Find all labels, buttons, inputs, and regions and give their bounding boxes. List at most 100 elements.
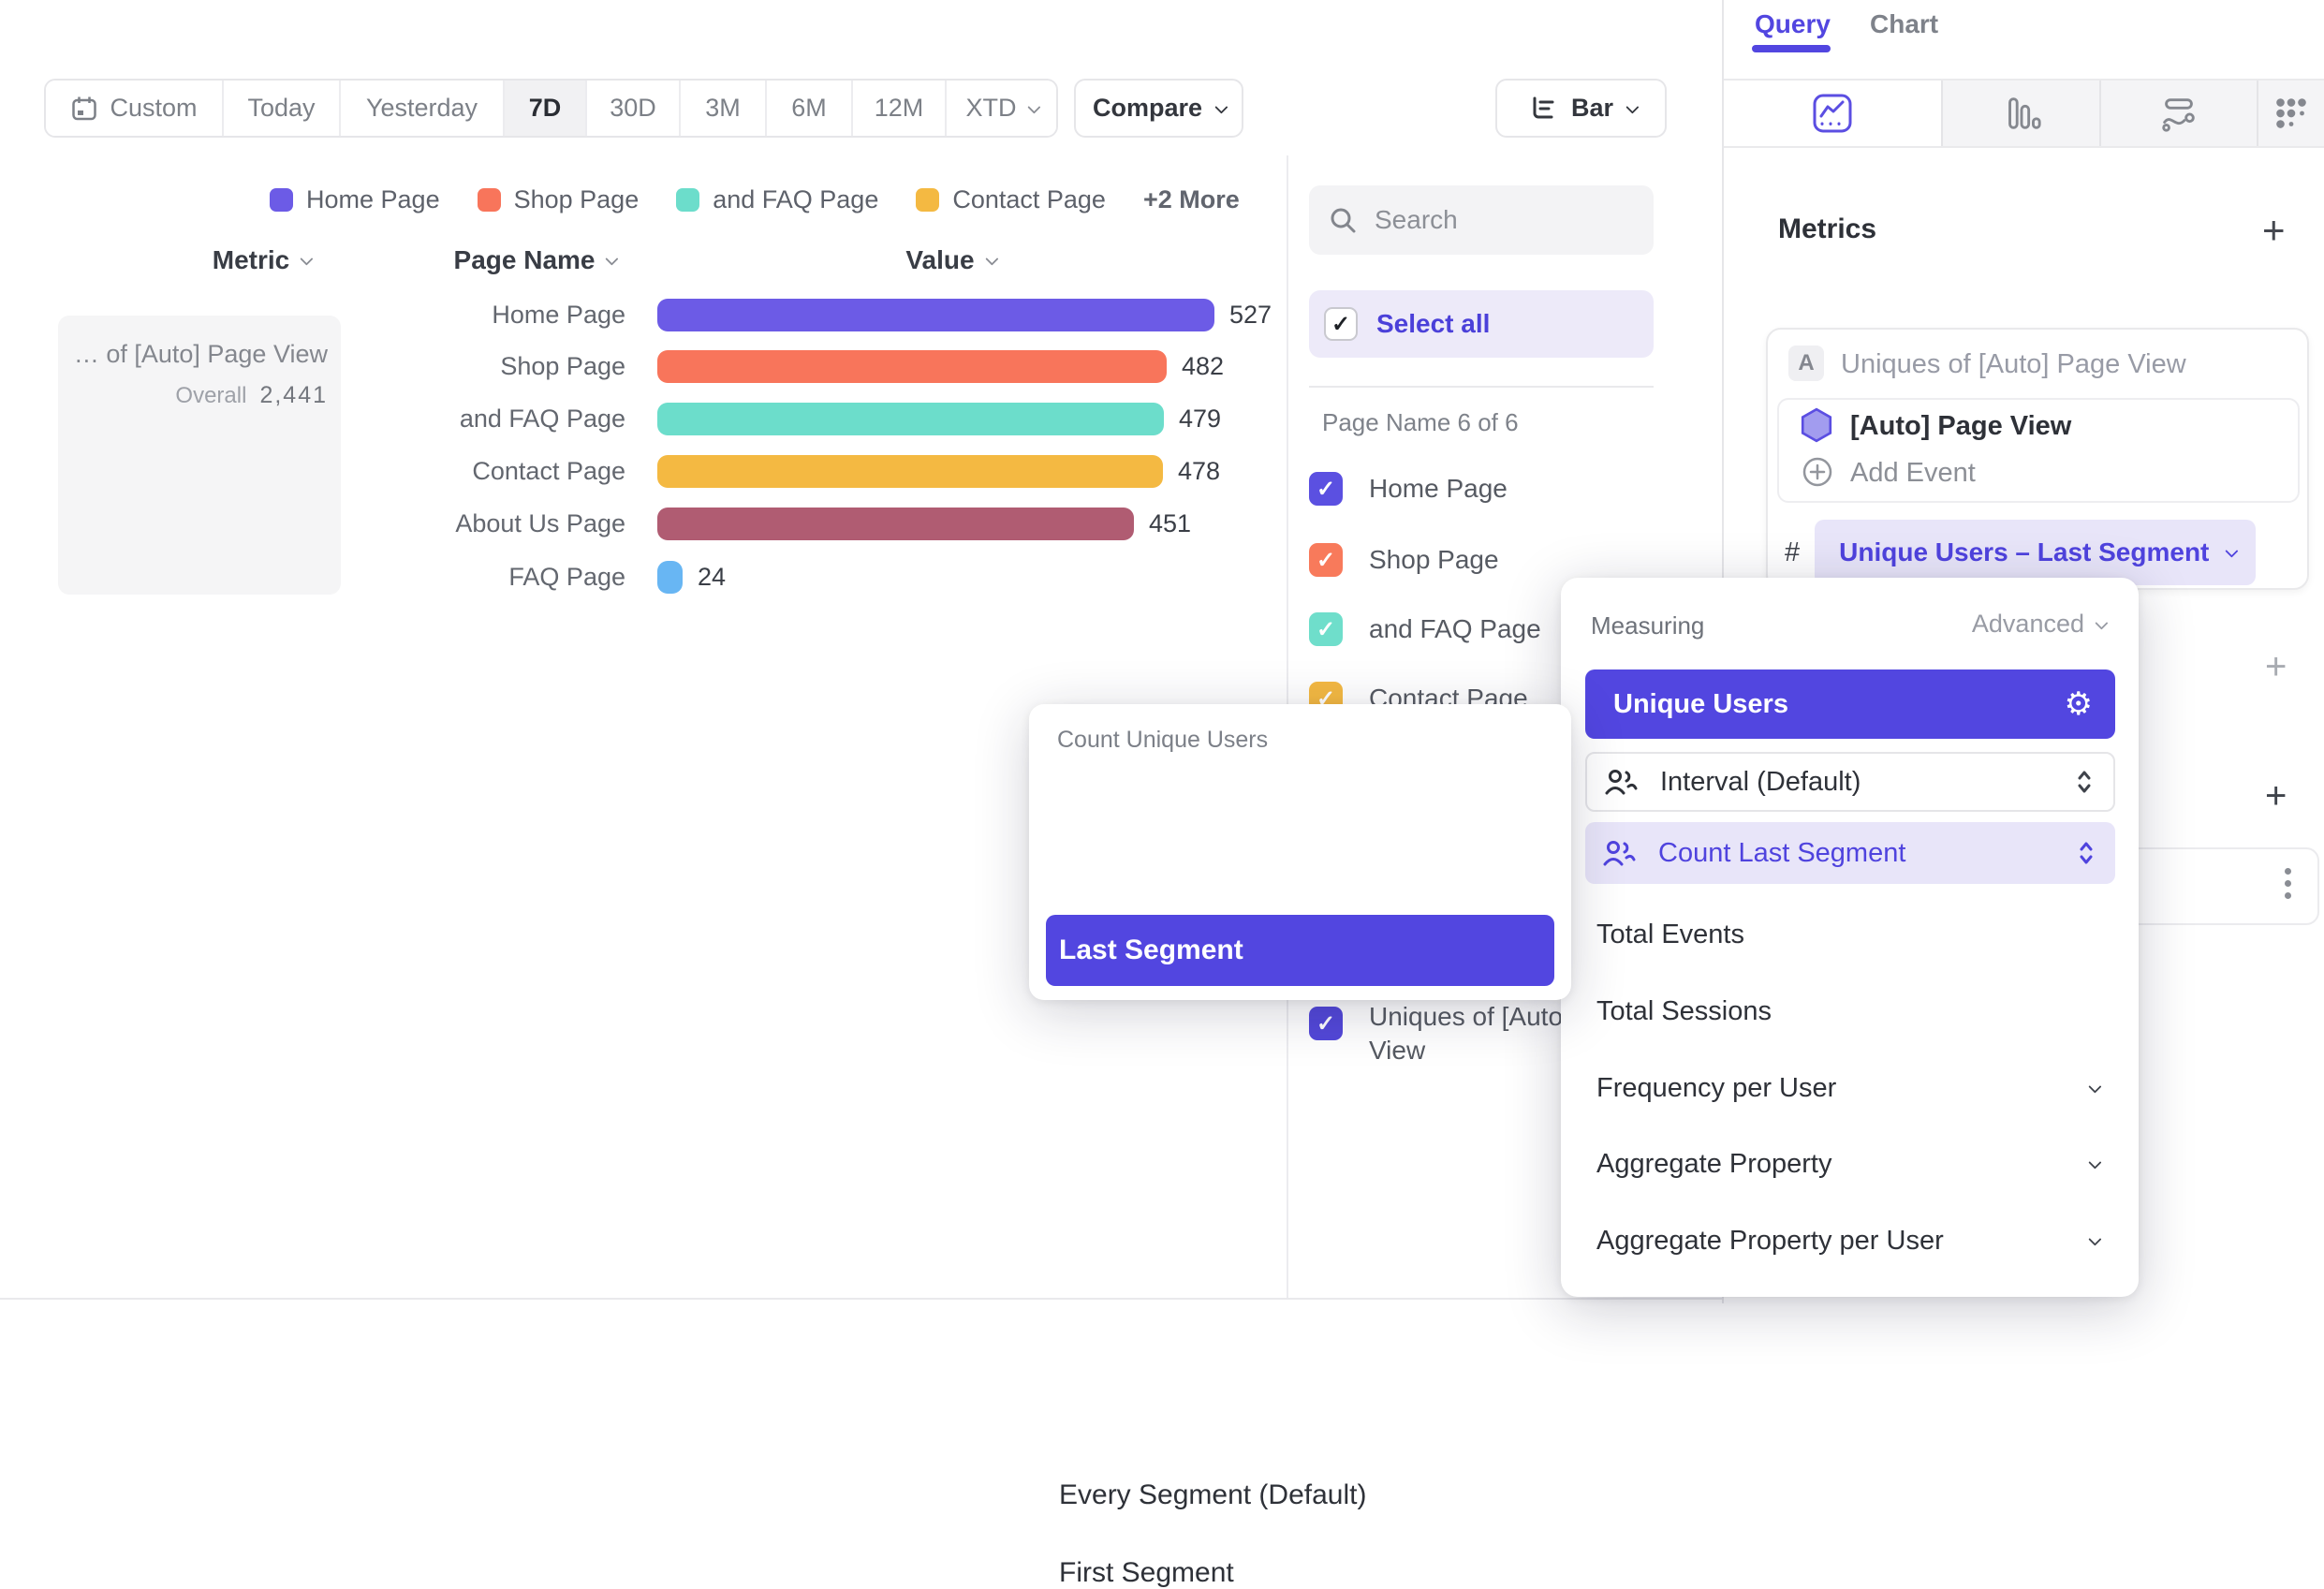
advanced-toggle[interactable]: Advanced [1972, 610, 2109, 639]
add-breakdown-button[interactable]: + [2265, 775, 2287, 817]
row-bar[interactable] [657, 455, 1163, 488]
insights-icon [1810, 91, 1855, 136]
row-bar[interactable] [657, 350, 1167, 383]
range-6m[interactable]: 6M [767, 81, 853, 136]
legend-label: Home Page [306, 185, 440, 213]
filter-item[interactable]: ✓ Home Page [1309, 472, 1654, 506]
measuring-menu-item[interactable]: Frequency per User [1596, 1068, 2102, 1108]
row-bar[interactable] [657, 561, 683, 594]
legend-more-label[interactable]: +2 More [1142, 185, 1240, 213]
metric-overall: Overall 2,441 [175, 382, 328, 408]
compare-button[interactable]: Compare [1074, 79, 1243, 138]
add-filter-button[interactable]: + [2265, 646, 2287, 687]
row-bar[interactable] [657, 299, 1214, 331]
row-value: 478 [1178, 457, 1221, 485]
chevron-down-icon [1214, 100, 1228, 114]
tab-chart[interactable]: Chart [1870, 9, 1939, 38]
legend-item[interactable]: Shop Page [477, 185, 640, 214]
menu-item-unique-users[interactable]: Unique Users ⚙ [1585, 669, 2115, 739]
chevron-down-icon [2088, 1232, 2102, 1246]
range-12m[interactable]: 12M [853, 81, 947, 136]
range-3m[interactable]: 3M [681, 81, 767, 136]
measuring-item-label: Total Events [1596, 919, 1744, 949]
updown-icon [2076, 769, 2093, 795]
select-all-label: Select all [1376, 309, 1491, 338]
retention-dots-icon [2270, 92, 2313, 135]
range-xtd[interactable]: XTD [947, 81, 1056, 136]
measuring-item-label: Aggregate Property per User [1596, 1225, 1944, 1256]
filter-checkbox[interactable]: ✓ [1309, 472, 1343, 506]
menu-item-first-segment[interactable]: First Segment [1059, 1557, 1234, 1588]
menu-item-every-segment[interactable]: Every Segment (Default) [1059, 1479, 1367, 1510]
kebab-menu-icon[interactable] [2285, 868, 2291, 899]
report-tab-bars[interactable] [1941, 81, 2099, 146]
measuring-menu-item[interactable]: Aggregate Property per User [1596, 1221, 2102, 1260]
measuring-menu-item[interactable]: Aggregate Property [1596, 1144, 2102, 1184]
row-bar[interactable] [657, 403, 1164, 435]
add-event-icon [1802, 456, 1833, 488]
filter-checkbox[interactable]: ✓ [1309, 1007, 1343, 1040]
report-type-strip [1724, 79, 2324, 148]
filter-item[interactable]: ✓ and FAQ Page [1309, 612, 1654, 646]
legend-item[interactable]: Home Page [270, 185, 440, 214]
row-label: About Us Page [455, 509, 625, 537]
event-name[interactable]: [Auto] Page View [1850, 411, 2072, 441]
measuring-menu-item[interactable]: Total Events [1596, 915, 2102, 954]
users-icon [1604, 768, 1638, 796]
gear-icon[interactable]: ⚙ [2064, 686, 2093, 722]
column-header-metric[interactable]: Metric [168, 245, 355, 275]
menu-item-interval[interactable]: Interval (Default) [1585, 752, 2115, 812]
column-header-page-name[interactable]: Page Name [427, 245, 642, 275]
metric-card: A Uniques of [Auto] Page View [Auto] Pag… [1766, 328, 2309, 590]
range-label: Custom [110, 94, 198, 122]
event-hexagon-icon [1800, 407, 1833, 443]
updown-icon [2078, 840, 2095, 866]
legend-label: Shop Page [513, 185, 640, 213]
legend-label: and FAQ Page [713, 185, 879, 213]
chevron-down-icon [2225, 544, 2239, 558]
range-30d[interactable]: 30D [587, 81, 681, 136]
row-label: Contact Page [472, 457, 625, 485]
tab-query[interactable]: Query [1755, 9, 1831, 38]
legend-item[interactable]: Contact Page [916, 185, 1106, 214]
report-tab-retention[interactable] [2257, 81, 2324, 146]
column-header-value[interactable]: Value [857, 245, 1044, 275]
row-bar[interactable] [657, 508, 1134, 540]
measuring-menu-item[interactable]: Total Sessions [1596, 992, 2102, 1031]
range-7d[interactable]: 7D [505, 81, 587, 136]
legend-swatch [477, 188, 501, 212]
chevron-down-icon [2088, 1155, 2102, 1170]
row-value: 24 [698, 563, 727, 591]
add-event-button[interactable]: Add Event [1850, 458, 1976, 488]
range-custom[interactable]: Custom [46, 81, 224, 136]
add-metric-button[interactable]: + [2262, 208, 2286, 252]
chart-legend: Home Page Shop Page and FAQ Page Contact… [270, 185, 1240, 214]
chart-row: Home Page 527 [0, 299, 1272, 331]
filter-checkbox[interactable]: ✓ [1309, 612, 1343, 646]
report-bottom-border [0, 1298, 1722, 1300]
menu-item-last-segment[interactable]: Last Segment [1046, 915, 1554, 986]
range-yesterday[interactable]: Yesterday [341, 81, 505, 136]
select-all-checkbox[interactable]: ✓ [1324, 307, 1358, 341]
filter-item-label: Home Page [1369, 474, 1508, 503]
search-input[interactable]: Search [1309, 185, 1654, 255]
row-value: 527 [1229, 301, 1272, 329]
range-today[interactable]: Today [224, 81, 341, 136]
filter-item[interactable]: ✓ Shop Page [1309, 543, 1654, 577]
report-tab-insights[interactable] [1724, 81, 1941, 146]
menu-item-count-last-segment[interactable]: Count Last Segment [1585, 822, 2115, 884]
chart-type-button[interactable]: Bar [1495, 79, 1667, 138]
chart-row: Shop Page 482 [0, 350, 1224, 383]
chevron-down-icon [984, 252, 999, 266]
select-all-row[interactable]: ✓ Select all [1309, 290, 1654, 358]
search-icon [1328, 205, 1358, 235]
legend-item[interactable]: and FAQ Page [676, 185, 878, 214]
filter-divider [1309, 386, 1654, 388]
measurement-dropdown-trigger[interactable]: Unique Users – Last Segment [1815, 520, 2257, 585]
filter-checkbox[interactable]: ✓ [1309, 543, 1343, 577]
metrics-section-title: Metrics [1778, 213, 1877, 244]
chart-type-label: Bar [1570, 94, 1614, 122]
legend-swatch [916, 188, 940, 212]
report-tab-flows[interactable] [2099, 81, 2257, 146]
